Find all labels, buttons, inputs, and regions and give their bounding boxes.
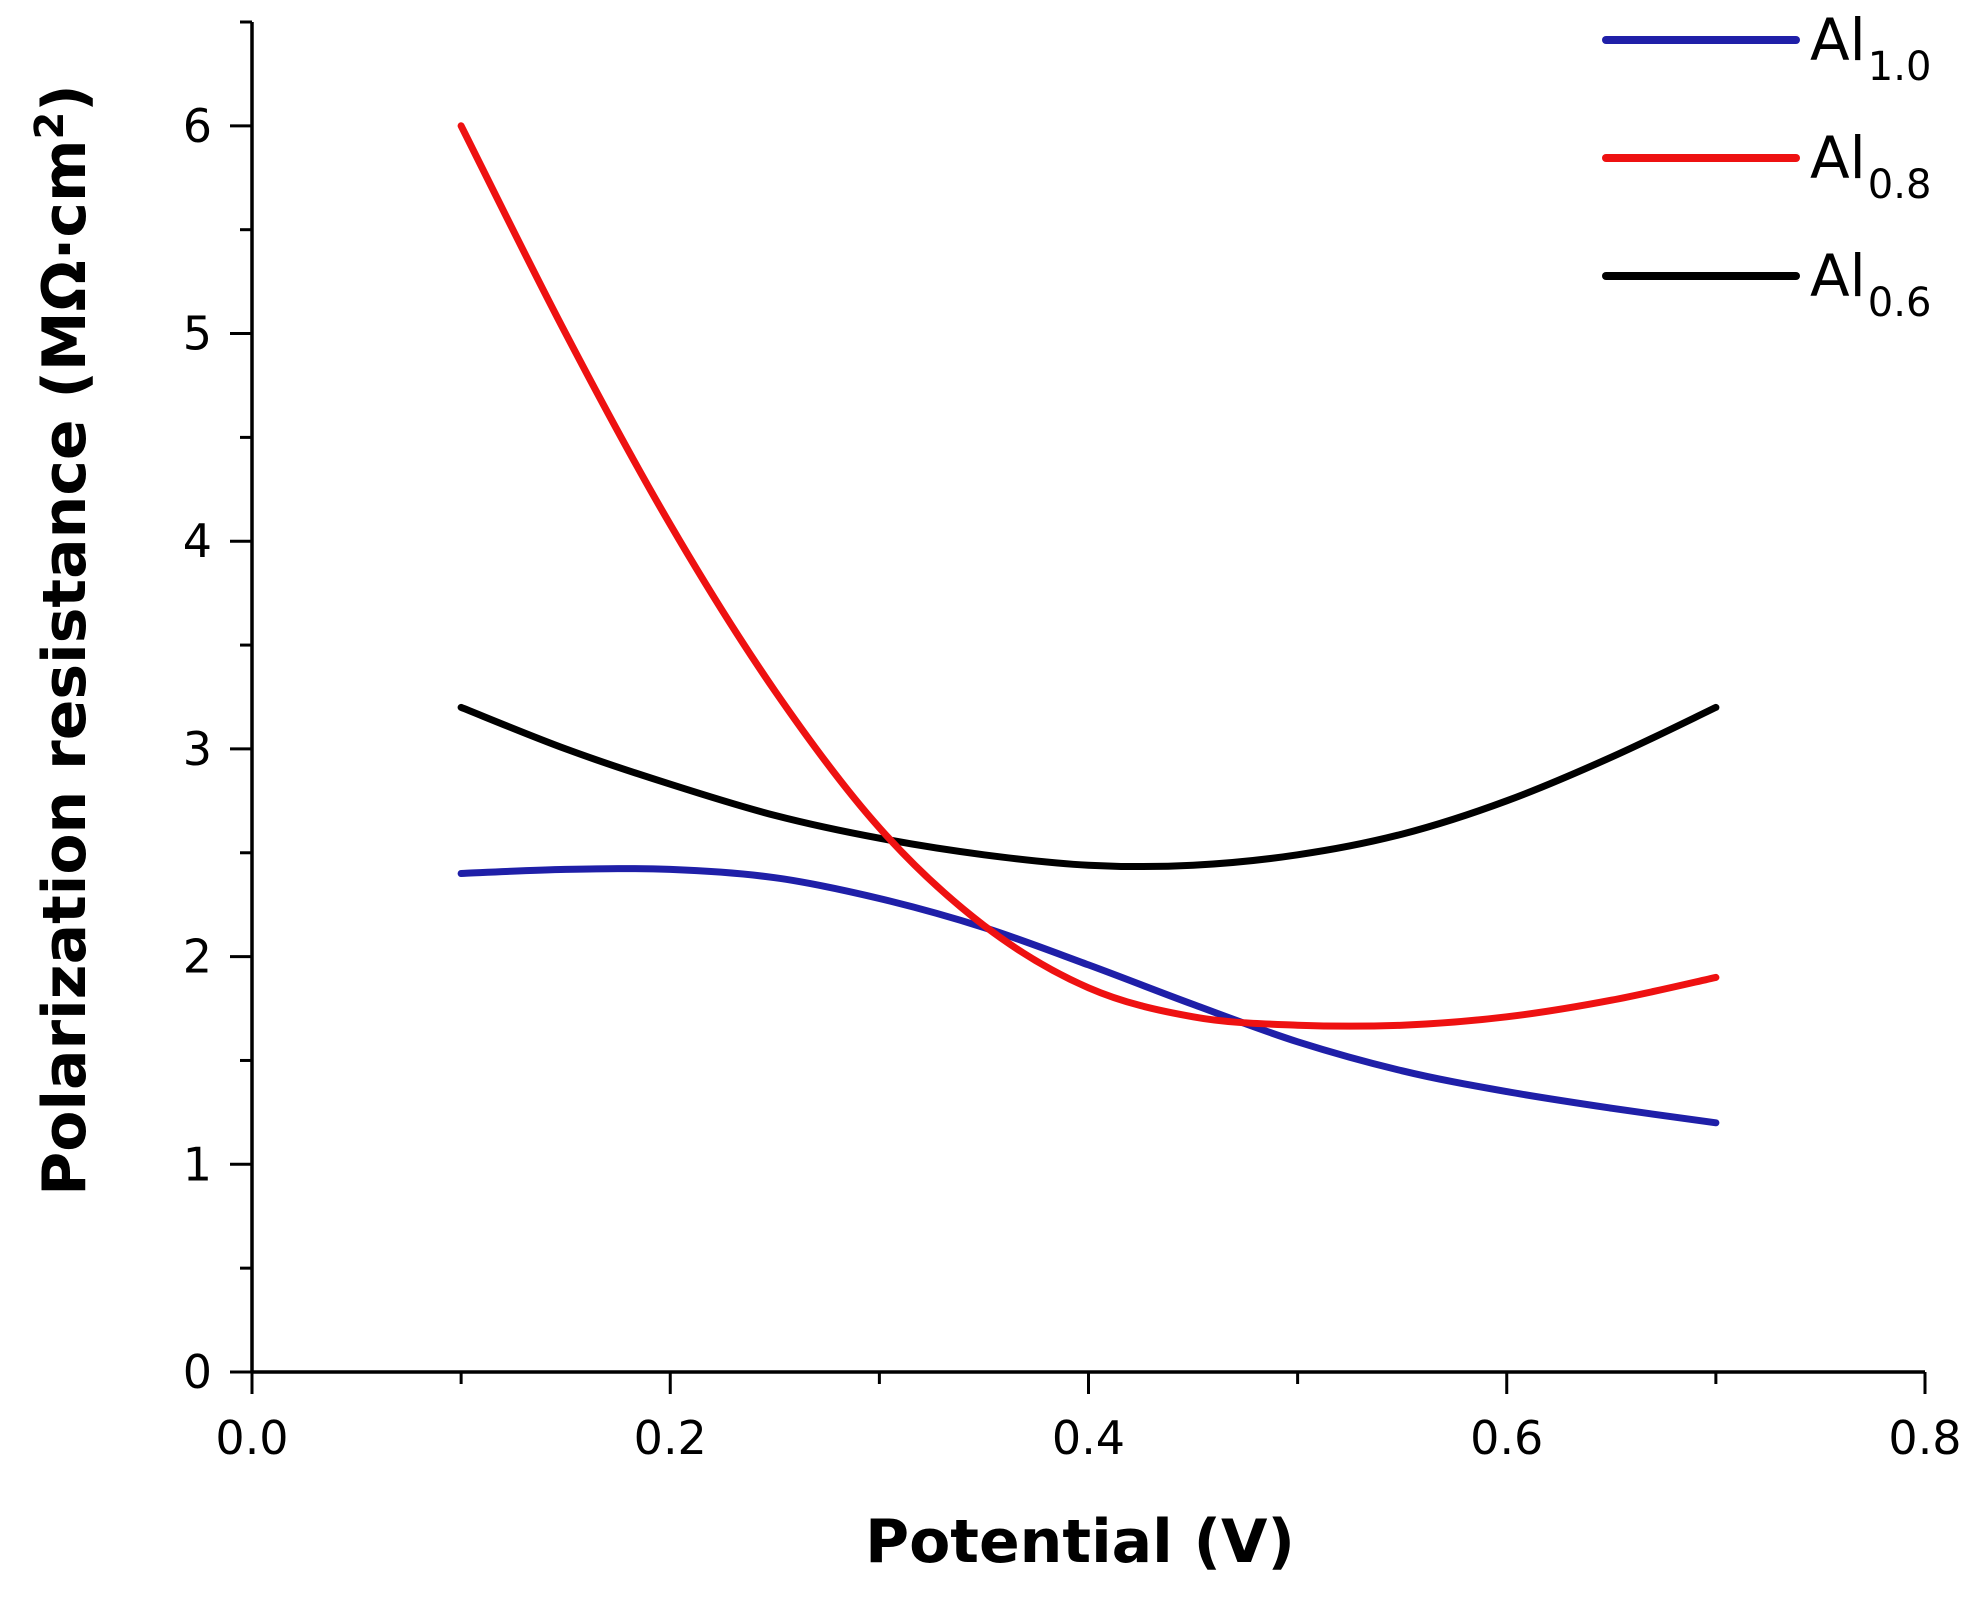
series-layer [457, 122, 1720, 1127]
y-tick-label: 6 [183, 99, 212, 153]
y-tick-label: 5 [183, 307, 212, 361]
x-tick-label: 0.4 [1052, 1411, 1125, 1465]
legend-label-subscript: 0.8 [1868, 162, 1932, 208]
legend-label-base: Al [1810, 124, 1866, 192]
x-tick-label: 0.2 [634, 1411, 707, 1465]
axes: 0.0 0.2 0.4 0.6 0.8 0 1 2 3 4 5 6 [183, 20, 1962, 1465]
legend-label-Al0.6: Al0.6 [1810, 242, 1931, 326]
legend-label-subscript: 1.0 [1868, 44, 1932, 90]
y-axis-title-main: Polarization resistance (MΩ·cm [30, 140, 100, 1196]
y-axis-title-close: ) [30, 84, 100, 111]
y-tick-label: 4 [183, 514, 212, 568]
legend-label-subscript: 0.6 [1868, 280, 1932, 326]
series-line-Al0.8 [457, 122, 1720, 1030]
x-tick-label: 0.8 [1888, 1411, 1961, 1465]
x-tick-label: 0.0 [215, 1411, 288, 1465]
y-axis-title: Polarization resistance (MΩ·cm2) [27, 84, 100, 1195]
series-line-Al0.6 [457, 703, 1720, 871]
y-tick-label: 2 [183, 930, 212, 984]
y-tick-label: 0 [183, 1345, 212, 1399]
x-tick-label: 0.6 [1470, 1411, 1543, 1465]
series-line-Al1.0 [457, 865, 1720, 1127]
legend-label-Al1.0: Al1.0 [1810, 6, 1931, 90]
x-axis-title: Potential (V) [865, 1507, 1295, 1577]
y-axis-title-superscript: 2 [27, 112, 73, 140]
legend-label-base: Al [1810, 242, 1866, 310]
legend-label-Al0.8: Al0.8 [1810, 124, 1931, 208]
y-tick-label: 3 [183, 722, 212, 776]
y-tick-label: 1 [183, 1137, 212, 1191]
legend-label-base: Al [1810, 6, 1866, 74]
